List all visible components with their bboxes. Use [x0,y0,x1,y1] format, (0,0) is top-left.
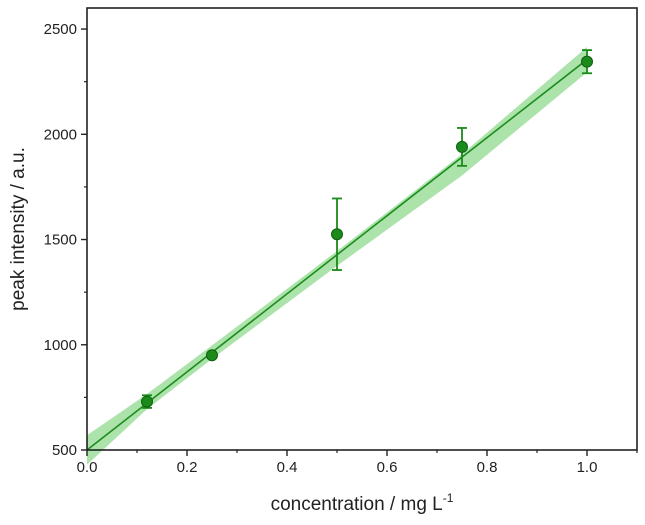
y-tick-label: 2000 [44,126,77,143]
data-points-layer [141,49,593,409]
x-tick-label: 0.2 [177,459,198,476]
data-point [581,55,593,68]
data-point-group [456,127,468,167]
y-tick-label: 1500 [44,232,77,249]
y-tick-label: 2500 [44,21,77,38]
x-tick-label: 0.0 [77,459,98,476]
x-axis-label-superscript: -1 [443,491,454,505]
x-axis-label-text: concentration / mg L [271,494,443,515]
x-axis: 0.0 0.2 0.4 0.6 0.8 1.0 [77,450,638,476]
data-point [331,228,343,241]
x-tick-label: 0.8 [477,459,498,476]
x-tick-label: 0.4 [277,459,298,476]
x-tick-label: 1.0 [577,459,598,476]
data-point-group [206,349,218,362]
y-axis-label: peak intensity / a.u. [8,147,29,311]
data-point [141,395,153,408]
x-axis-label: concentration / mg L-1 [271,491,454,515]
data-point [456,140,468,153]
y-axis: 500 1000 1500 2000 2500 [44,21,87,459]
data-point-group [331,197,343,271]
data-point-group [141,394,153,409]
plot-frame [86,7,638,451]
y-tick-label: 1000 [44,337,77,354]
x-tick-label: 0.6 [377,459,398,476]
data-point-group [581,49,593,75]
y-tick-label: 500 [52,442,77,459]
data-point [206,349,218,362]
